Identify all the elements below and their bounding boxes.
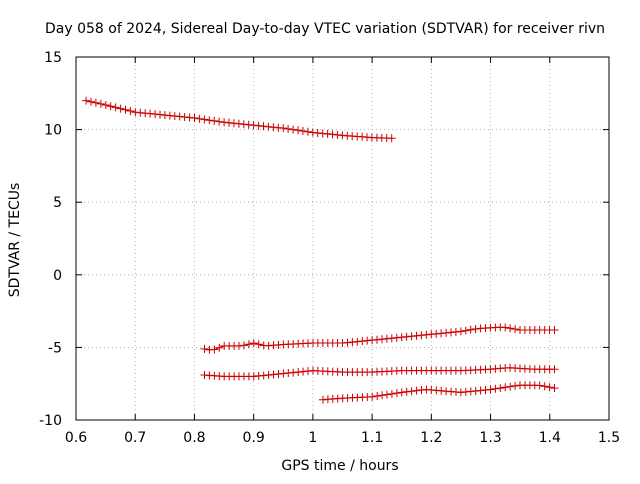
data-point	[101, 101, 110, 109]
data-point	[456, 327, 465, 336]
y-tick-label: 0	[53, 268, 62, 284]
data-point	[491, 384, 500, 393]
y-tick-label: 5	[53, 195, 62, 211]
x-tick-label: 1.4	[539, 430, 561, 446]
x-tick-label: 0.8	[183, 430, 205, 446]
series-layer	[82, 96, 559, 404]
data-point	[496, 384, 505, 393]
data-point	[195, 114, 204, 123]
data-point	[121, 105, 130, 114]
data-point	[550, 384, 559, 393]
data-point	[506, 324, 515, 333]
data-point	[215, 117, 224, 126]
data-point	[126, 107, 135, 115]
series-4	[319, 381, 559, 404]
data-point	[298, 127, 307, 135]
data-point	[540, 382, 549, 391]
data-point	[200, 344, 209, 353]
data-point	[368, 392, 377, 401]
data-point	[511, 325, 520, 334]
data-point	[200, 115, 209, 124]
data-point	[501, 323, 510, 332]
data-point	[249, 339, 258, 348]
y-tick-label: 15	[44, 50, 62, 66]
y-tick-labels: 15 10 5 0 -5 -10	[39, 50, 62, 429]
x-axis-label: GPS time / hours	[281, 458, 398, 474]
data-point	[190, 114, 199, 122]
series-2-line	[204, 326, 555, 351]
data-point	[294, 126, 302, 135]
x-tick-labels: 0.6 0.7 0.8 0.9 1 1.1 1.2 1.3 1.4 1.5	[65, 430, 620, 446]
x-tick-label: 1.2	[420, 430, 442, 446]
data-point	[471, 325, 480, 333]
data-point	[402, 387, 411, 396]
x-tick-label: 0.9	[243, 430, 265, 446]
data-point	[461, 326, 470, 335]
data-point	[284, 124, 293, 133]
x-tick-label: 1.5	[598, 430, 620, 446]
data-point	[466, 325, 475, 334]
data-point	[106, 102, 115, 111]
data-point	[91, 98, 100, 107]
data-point	[550, 365, 559, 374]
data-point	[387, 389, 396, 398]
x-tick-label: 0.7	[124, 430, 146, 446]
data-point	[111, 103, 120, 112]
data-point	[210, 345, 219, 354]
y-tick-label: -5	[48, 340, 62, 356]
data-point	[205, 116, 214, 125]
data-point	[511, 381, 520, 390]
data-point	[254, 340, 263, 349]
data-point	[501, 383, 510, 392]
series-1	[82, 96, 396, 143]
data-point	[397, 388, 406, 397]
data-point	[215, 343, 224, 352]
data-point	[279, 124, 288, 133]
axis-ticks	[75, 56, 610, 421]
data-point	[506, 382, 515, 391]
data-point	[87, 97, 95, 106]
data-point	[96, 99, 105, 108]
data-point	[244, 340, 253, 349]
y-tick-label: 10	[44, 123, 62, 139]
data-point	[82, 96, 91, 105]
data-point	[407, 387, 416, 396]
series-1-line	[86, 100, 392, 139]
data-point	[383, 390, 391, 399]
data-point	[210, 116, 219, 125]
data-point	[545, 383, 554, 392]
x-tick-label: 1	[308, 430, 317, 446]
data-point	[116, 104, 125, 113]
y-tick-label: -10	[39, 413, 62, 429]
x-tick-label: 1.1	[361, 430, 383, 446]
data-point	[486, 385, 495, 394]
x-tick-label: 1.3	[479, 430, 501, 446]
data-point	[239, 341, 248, 350]
data-point	[373, 392, 382, 400]
data-point	[412, 386, 421, 395]
data-point	[535, 381, 544, 390]
x-tick-label: 0.6	[65, 430, 87, 446]
plot-frame	[75, 56, 610, 421]
series-2	[200, 323, 559, 354]
y-axis-label: SDTVAR / TECUs	[7, 183, 23, 298]
grid-lines	[76, 57, 609, 420]
data-point	[387, 134, 396, 143]
data-point	[378, 391, 387, 400]
data-point	[303, 127, 312, 136]
data-point	[289, 125, 298, 134]
data-point	[550, 326, 559, 334]
series-3	[200, 363, 559, 381]
data-point	[392, 389, 401, 398]
chart-title: Day 058 of 2024, Sidereal Day-to-day VTE…	[45, 21, 605, 37]
